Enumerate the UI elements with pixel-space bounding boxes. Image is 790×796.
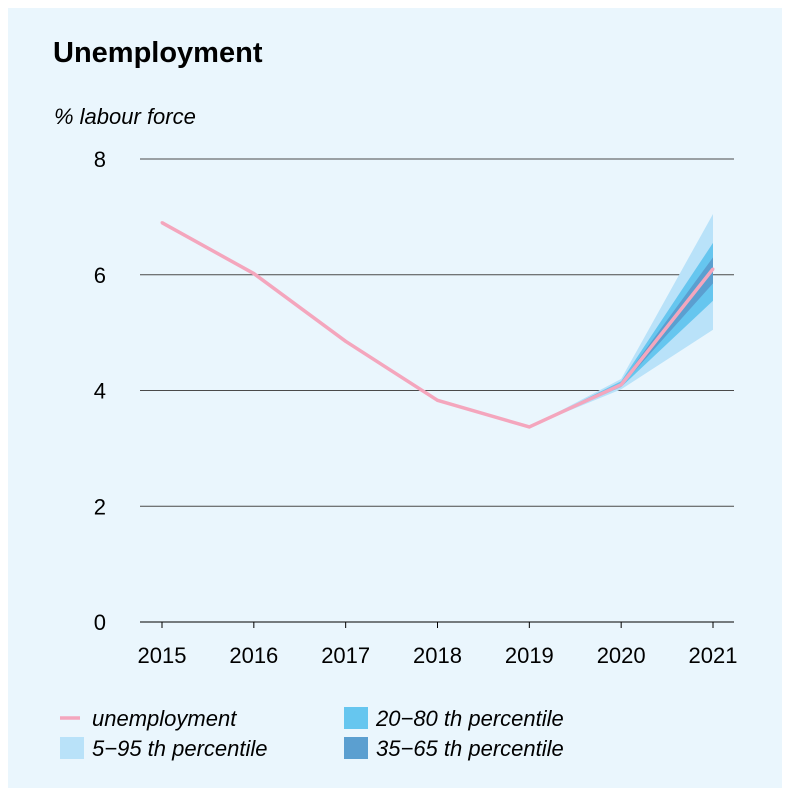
data-point (344, 340, 347, 343)
legend-label: 35−65 th percentile (376, 736, 564, 761)
series-lines (161, 221, 715, 428)
legend-box-swatch (344, 707, 368, 729)
legend-box-swatch (60, 737, 84, 759)
y-tick-label: 6 (94, 263, 106, 288)
y-tick-labels: 0 2 4 6 8 (94, 147, 106, 635)
x-tick-labels: 2015 2016 2017 2018 2019 2020 2021 (138, 622, 738, 668)
percentile-bands (529, 214, 713, 427)
data-point (620, 383, 623, 386)
legend: unemployment 20−80 th percentile 5−95 th p… (60, 706, 564, 761)
y-tick-label: 2 (94, 494, 106, 519)
gridlines (140, 159, 734, 622)
legend-label: 5−95 th percentile (92, 736, 268, 761)
data-point (528, 425, 531, 428)
data-point (712, 267, 715, 270)
legend-label: 20−80 th percentile (375, 706, 564, 731)
y-tick-label: 4 (94, 379, 106, 404)
x-tick-label: 2017 (321, 643, 370, 668)
legend-box-swatch (344, 737, 368, 759)
x-tick-label: 2019 (505, 643, 554, 668)
x-tick-label: 2020 (597, 643, 646, 668)
data-point (436, 399, 439, 402)
y-axis-unit-label: % labour force (54, 104, 196, 129)
unemployment-line (162, 223, 713, 427)
chart-title: Unemployment (53, 37, 263, 69)
x-tick-label: 2021 (689, 643, 738, 668)
y-tick-label: 8 (94, 147, 106, 172)
x-tick-label: 2016 (229, 643, 278, 668)
data-point (252, 272, 255, 275)
x-tick-label: 2015 (138, 643, 187, 668)
y-tick-label: 0 (94, 610, 106, 635)
data-point (161, 221, 164, 224)
legend-label: unemployment (92, 706, 237, 731)
x-tick-label: 2018 (413, 643, 462, 668)
